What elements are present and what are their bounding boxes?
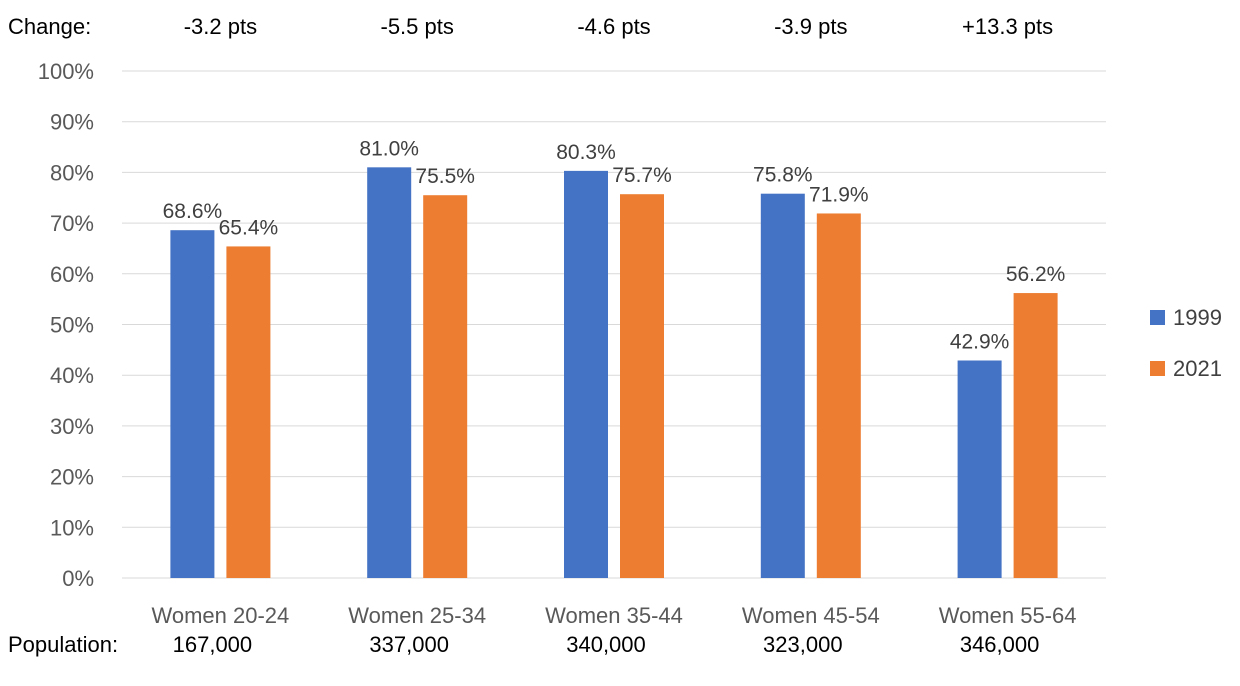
- population-value: 167,000: [173, 632, 253, 657]
- x-tick-label: Women 55-64: [939, 603, 1077, 628]
- population-value: 323,000: [763, 632, 843, 657]
- y-tick-label: 0%: [62, 566, 94, 591]
- population-value: 340,000: [566, 632, 646, 657]
- y-tick-label: 100%: [38, 59, 94, 84]
- gridlines: [122, 70, 1106, 579]
- population-value: 346,000: [960, 632, 1040, 657]
- data-labels: 68.6%65.4% 81.0% 75.5% 80.3%75.7% 75.8%71.9%…: [163, 137, 1066, 353]
- y-axis: 0% 10% 20% 30% 40% 50% 60% 70% 80% 90% 100%: [38, 59, 94, 591]
- legend: 1999 2021: [1150, 305, 1222, 381]
- legend-label: 2021: [1173, 356, 1222, 381]
- legend-label: 1999: [1173, 305, 1222, 330]
- y-tick-label: 60%: [50, 262, 94, 287]
- data-label: 42.9%: [950, 330, 1010, 353]
- bar-1999: [367, 167, 412, 578]
- data-label: 80.3%: [556, 141, 616, 164]
- x-tick-label: Women 25-34: [348, 603, 486, 628]
- population-row: Population: 167,000 337,000 340,000 323,000…: [8, 632, 1039, 657]
- bars: [170, 167, 1058, 579]
- bar-2021: [226, 246, 271, 578]
- y-tick-label: 30%: [50, 414, 94, 439]
- change-row: Change: -3.2 pts -5.5 pts -4.6 pts -3.9 pts…: [8, 14, 1053, 39]
- x-tick-label: Women 45-54: [742, 603, 880, 628]
- data-label: 68.6%: [163, 200, 223, 223]
- y-tick-label: 40%: [50, 363, 94, 388]
- x-axis: Women 20-24 Women 25-34 Women 35-44 Women 4…: [152, 603, 1077, 628]
- data-label: 65.4%: [219, 216, 279, 239]
- population-row-label: Population:: [8, 632, 118, 657]
- change-value: -4.6 pts: [577, 14, 650, 39]
- bar-1999: [760, 193, 805, 578]
- legend-swatch-2021: [1150, 361, 1165, 376]
- y-tick-label: 70%: [50, 211, 94, 236]
- data-label: 81.0%: [359, 137, 419, 160]
- data-label: 75.7%: [612, 164, 672, 187]
- data-label: 75.5%: [415, 165, 475, 188]
- y-tick-label: 50%: [50, 313, 94, 338]
- bar-1999: [564, 170, 608, 578]
- bar-2021: [620, 194, 664, 579]
- data-label: 56.2%: [1006, 263, 1066, 286]
- change-value: -3.9 pts: [774, 14, 847, 39]
- bar-1999: [957, 360, 1002, 578]
- bar-1999: [170, 230, 215, 578]
- y-tick-label: 90%: [50, 110, 94, 135]
- change-row-label: Change:: [8, 14, 91, 39]
- x-tick-label: Women 20-24: [152, 603, 290, 628]
- change-value: +13.3 pts: [962, 14, 1053, 39]
- legend-swatch-1999: [1150, 310, 1165, 325]
- population-value: 337,000: [369, 632, 449, 657]
- bar-2021: [1013, 293, 1058, 578]
- bar-2021: [816, 213, 861, 579]
- data-label: 75.8%: [753, 164, 813, 187]
- bar-2021: [423, 195, 468, 578]
- x-tick-label: Women 35-44: [545, 603, 683, 628]
- y-tick-label: 10%: [50, 515, 94, 540]
- y-tick-label: 20%: [50, 465, 94, 490]
- data-label: 71.9%: [809, 183, 869, 206]
- y-tick-label: 80%: [50, 160, 94, 185]
- change-value: -5.5 pts: [381, 14, 454, 39]
- change-value: -3.2 pts: [184, 14, 257, 39]
